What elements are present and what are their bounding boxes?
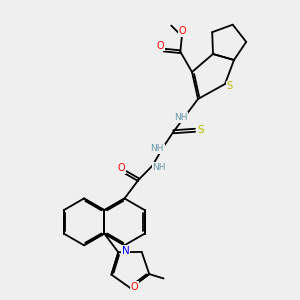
Text: S: S — [226, 81, 232, 92]
Text: N: N — [122, 246, 129, 256]
Text: O: O — [130, 282, 138, 292]
Text: NH: NH — [174, 113, 188, 122]
Text: O: O — [117, 163, 125, 173]
Text: O: O — [179, 26, 187, 36]
Text: S: S — [198, 125, 204, 135]
Text: NH: NH — [150, 144, 164, 153]
Text: NH: NH — [152, 163, 166, 172]
Text: O: O — [157, 40, 164, 51]
